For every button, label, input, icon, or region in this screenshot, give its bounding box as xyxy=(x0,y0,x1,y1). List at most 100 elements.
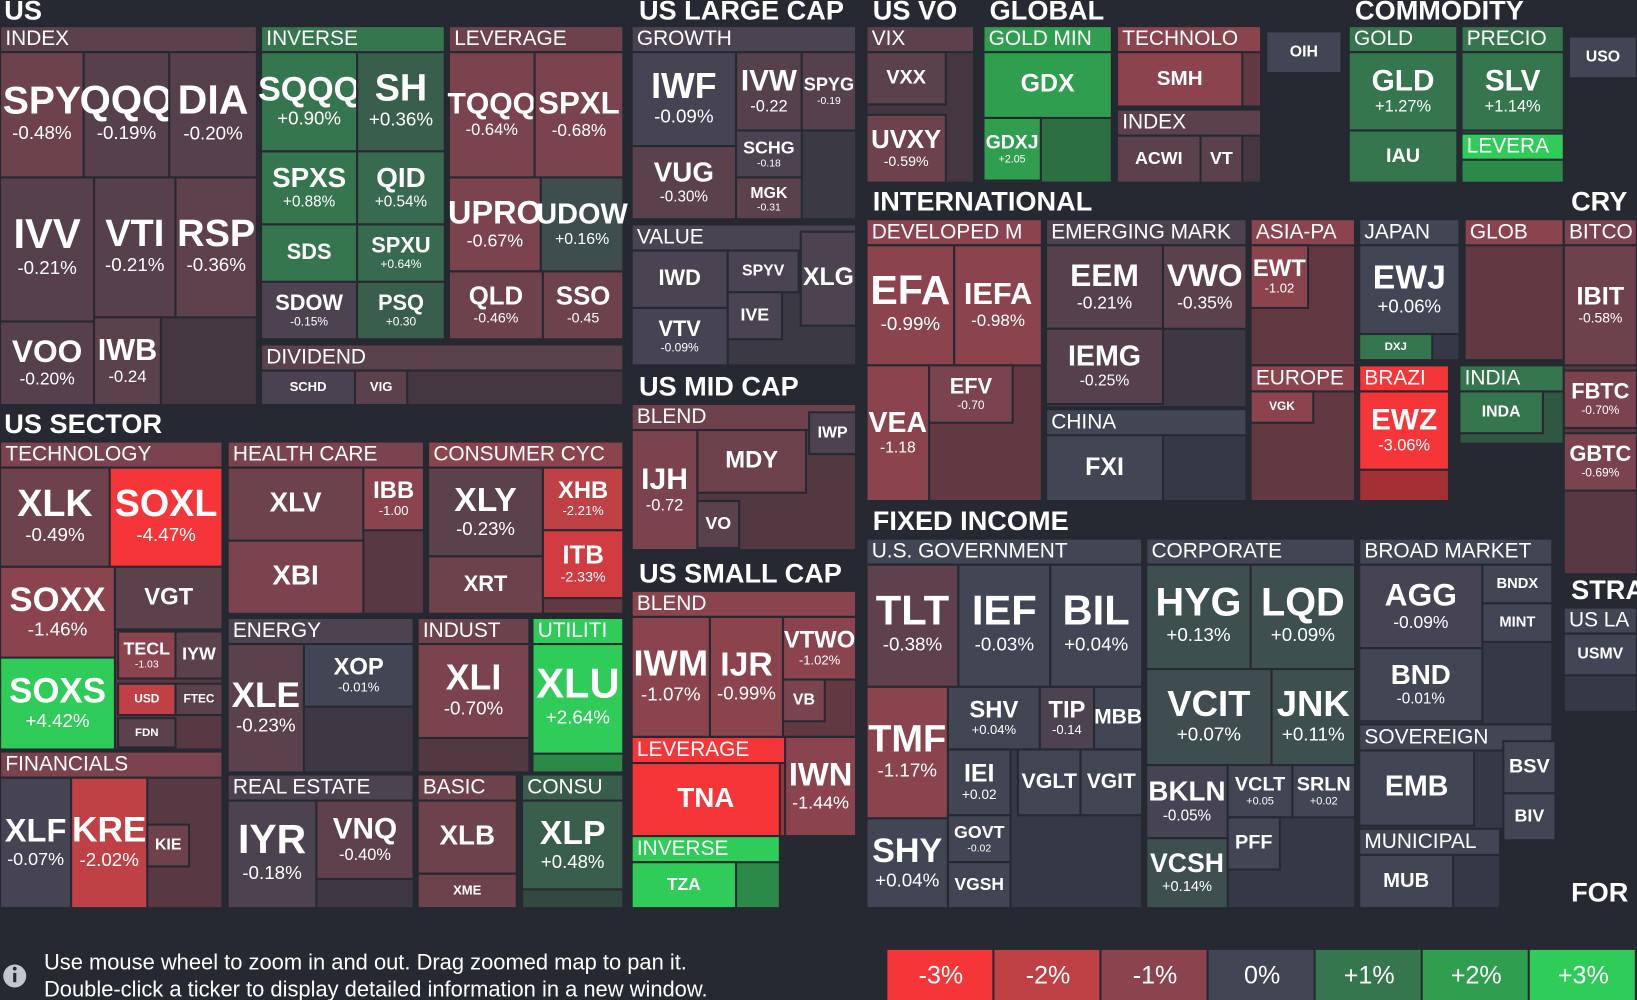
tile[interactable] xyxy=(447,51,536,179)
tile[interactable] xyxy=(865,364,931,503)
tile[interactable] xyxy=(1045,244,1165,330)
tile[interactable] xyxy=(865,113,947,184)
tile[interactable] xyxy=(1358,853,1455,910)
tile[interactable] xyxy=(734,129,803,179)
tile[interactable] xyxy=(1358,390,1451,471)
tile[interactable] xyxy=(226,539,365,615)
tile[interactable] xyxy=(416,872,518,910)
tile[interactable] xyxy=(174,176,258,319)
tile[interactable] xyxy=(1562,369,1637,430)
tile[interactable] xyxy=(416,643,531,740)
tile[interactable] xyxy=(1045,434,1165,503)
tile[interactable] xyxy=(447,270,544,341)
tile[interactable] xyxy=(1347,129,1459,184)
tile[interactable] xyxy=(1161,244,1248,330)
tile[interactable] xyxy=(865,51,947,106)
tile[interactable] xyxy=(781,615,858,681)
tile[interactable] xyxy=(539,176,625,273)
tile[interactable] xyxy=(708,615,785,738)
tile[interactable] xyxy=(1115,51,1244,108)
tile[interactable] xyxy=(113,565,224,631)
tile[interactable] xyxy=(1358,563,1484,650)
tile[interactable] xyxy=(356,150,446,226)
tile[interactable] xyxy=(928,364,1014,424)
tile[interactable] xyxy=(808,411,858,456)
tile[interactable] xyxy=(416,799,518,875)
tile[interactable] xyxy=(1115,134,1202,184)
tile[interactable] xyxy=(630,306,729,367)
tile[interactable] xyxy=(302,643,415,708)
tile[interactable] xyxy=(1460,51,1565,132)
tile[interactable] xyxy=(315,799,415,880)
tile[interactable] xyxy=(174,682,224,717)
tile[interactable] xyxy=(1347,51,1459,132)
tile[interactable] xyxy=(226,643,305,774)
tile[interactable] xyxy=(93,176,177,319)
tile[interactable] xyxy=(146,823,191,868)
tile[interactable] xyxy=(734,176,803,221)
tile[interactable] xyxy=(427,555,544,615)
tile[interactable] xyxy=(696,500,741,550)
tile[interactable] xyxy=(1249,563,1357,671)
tile[interactable] xyxy=(865,244,956,367)
tile[interactable] xyxy=(541,270,625,341)
tile[interactable] xyxy=(1079,748,1144,817)
tile[interactable] xyxy=(1562,432,1637,492)
tile[interactable] xyxy=(0,565,116,659)
tile[interactable] xyxy=(0,656,116,751)
tile[interactable] xyxy=(1358,244,1461,336)
tile[interactable] xyxy=(1199,134,1244,184)
tile[interactable] xyxy=(946,685,1041,751)
tile[interactable] xyxy=(447,176,542,273)
tile[interactable] xyxy=(0,776,73,910)
tile[interactable] xyxy=(1249,390,1315,424)
tile[interactable] xyxy=(982,51,1113,119)
tile[interactable] xyxy=(356,280,446,341)
tile[interactable] xyxy=(1049,563,1144,688)
tile[interactable] xyxy=(108,466,224,568)
tile[interactable] xyxy=(117,682,177,717)
tile[interactable] xyxy=(781,678,826,723)
tile[interactable] xyxy=(93,316,162,407)
tile[interactable] xyxy=(1016,748,1082,817)
tile[interactable] xyxy=(1270,668,1357,767)
tile[interactable] xyxy=(1481,602,1554,644)
tile[interactable] xyxy=(362,466,425,532)
tile[interactable] xyxy=(1265,30,1343,75)
tile[interactable] xyxy=(1358,647,1484,723)
tile[interactable] xyxy=(531,643,625,755)
tile[interactable] xyxy=(1045,327,1165,406)
tile[interactable] xyxy=(356,223,446,283)
tile[interactable] xyxy=(1458,390,1544,435)
tile[interactable] xyxy=(117,717,177,749)
tile[interactable] xyxy=(0,320,96,407)
tile[interactable] xyxy=(726,291,784,341)
tile[interactable] xyxy=(260,280,359,341)
tile[interactable] xyxy=(521,799,625,891)
tile[interactable] xyxy=(1249,244,1310,309)
tile[interactable] xyxy=(1358,749,1476,827)
tile[interactable] xyxy=(982,116,1042,182)
tile[interactable] xyxy=(946,748,1012,817)
tile[interactable] xyxy=(70,776,149,910)
tile[interactable] xyxy=(953,244,1043,367)
tile[interactable] xyxy=(865,685,949,820)
tile[interactable] xyxy=(1145,837,1229,910)
tile[interactable] xyxy=(630,861,738,910)
tile[interactable] xyxy=(799,230,858,327)
tile[interactable] xyxy=(696,429,808,494)
tile[interactable] xyxy=(630,51,738,148)
tile[interactable] xyxy=(356,51,446,153)
tile[interactable] xyxy=(174,630,224,680)
tile[interactable] xyxy=(630,762,781,838)
tile[interactable] xyxy=(541,529,625,600)
tile[interactable] xyxy=(1145,764,1229,840)
tile[interactable] xyxy=(353,369,409,407)
tile[interactable] xyxy=(0,466,111,568)
tile[interactable] xyxy=(1291,764,1357,819)
tile[interactable] xyxy=(1358,332,1434,362)
tile[interactable] xyxy=(946,861,1012,910)
tile[interactable] xyxy=(1226,816,1281,871)
tile[interactable] xyxy=(260,369,357,407)
tile[interactable] xyxy=(630,429,699,552)
